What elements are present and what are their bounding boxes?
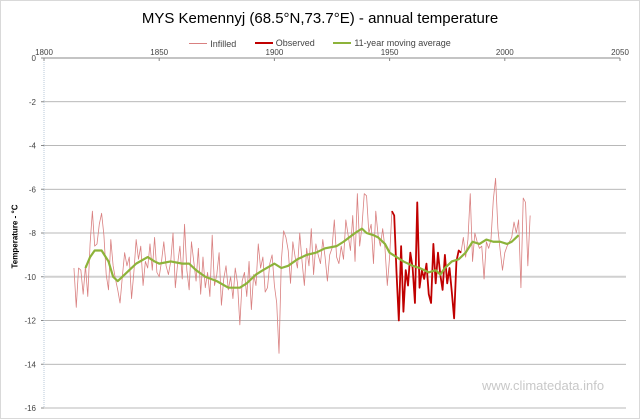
legend-label: Infilled bbox=[210, 38, 237, 49]
legend-item-infilled: Infilled bbox=[189, 39, 236, 49]
y-tick-label: -2 bbox=[29, 98, 37, 107]
series-infilled-line bbox=[73, 177, 531, 354]
watermark: www.climatedata.info bbox=[482, 378, 605, 393]
y-tick-label: -8 bbox=[29, 229, 37, 238]
chart-title: MYS Kemennyj (68.5°N,73.7°E) - annual te… bbox=[141, 10, 499, 27]
x-tick-label: 2000 bbox=[496, 48, 514, 57]
y-tick-label: 0 bbox=[32, 54, 37, 63]
y-tick-label: -14 bbox=[24, 360, 36, 369]
y-tick-label: -4 bbox=[29, 142, 37, 151]
x-tick-label: 1850 bbox=[150, 48, 168, 57]
legend-label: Observed bbox=[275, 38, 315, 48]
x-tick-label: 2050 bbox=[611, 48, 629, 57]
legend-swatch bbox=[254, 42, 273, 44]
series-moving-average-line bbox=[84, 227, 520, 289]
y-tick-label: -12 bbox=[24, 317, 36, 326]
x-tick-label: 1800 bbox=[35, 48, 53, 57]
legend-item-observed: Observed bbox=[254, 38, 315, 48]
y-tick-label: -16 bbox=[24, 404, 36, 413]
y-tick-label: -6 bbox=[29, 185, 37, 194]
x-tick-label: 1900 bbox=[266, 48, 284, 57]
legend-swatch bbox=[333, 42, 352, 44]
legend: Infilled Observed 11-year moving average bbox=[0, 36, 640, 49]
x-tick-label: 1950 bbox=[381, 48, 399, 57]
legend-swatch bbox=[189, 43, 208, 44]
series-observed-line bbox=[391, 201, 462, 322]
legend-item-moving-average: 11-year moving average bbox=[333, 38, 451, 48]
y-tick-label: -10 bbox=[24, 273, 36, 282]
legend-label: 11-year moving average bbox=[354, 38, 451, 48]
